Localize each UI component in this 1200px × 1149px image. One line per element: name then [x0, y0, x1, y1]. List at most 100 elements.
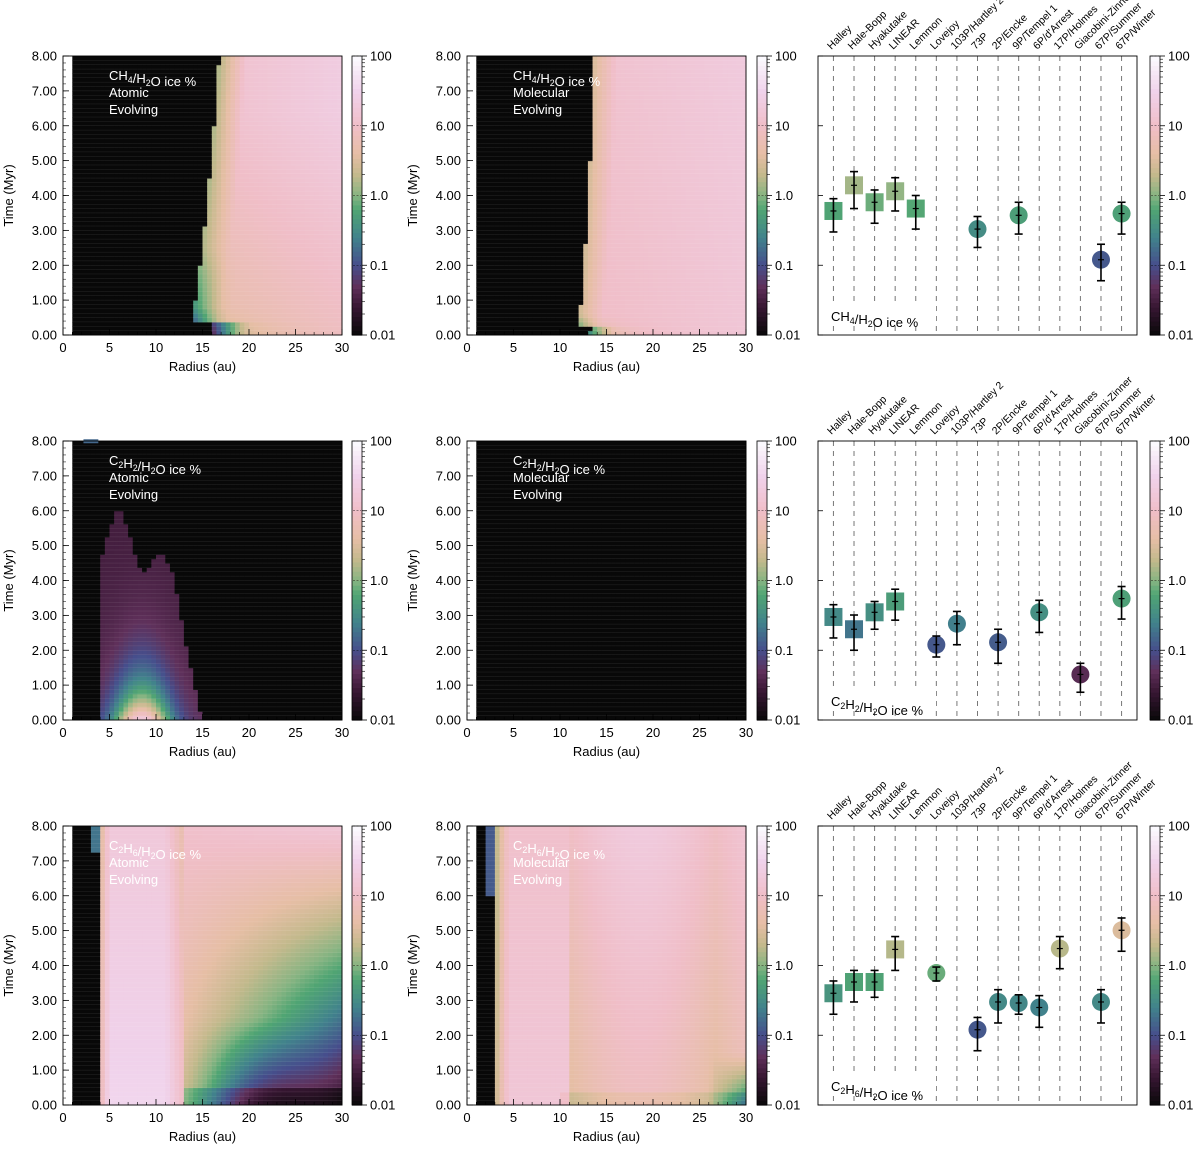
heatmap-cell [156, 90, 162, 96]
heatmap-cell [281, 243, 287, 249]
heatmap-cell [156, 208, 162, 214]
heatmap-cell [276, 99, 283, 105]
heatmap-cell [197, 226, 203, 231]
heatmap-cell [272, 73, 278, 79]
heatmap-cell [183, 134, 190, 140]
heatmap-cell [276, 134, 283, 140]
colorbar-segment [352, 167, 362, 173]
heatmap-cell [286, 121, 292, 127]
heatmap-cell [239, 156, 245, 162]
heatmap-cell [221, 186, 227, 192]
heatmap-cell [132, 217, 138, 223]
heatmap-cell [72, 147, 78, 153]
heatmap-cell [476, 134, 482, 140]
heatmap-cell [132, 195, 138, 201]
heatmap-cell [230, 117, 236, 122]
heatmap-cell [249, 300, 255, 305]
heatmap-cell [522, 182, 528, 188]
heatmap-cell [81, 278, 87, 284]
heatmap-cell [76, 82, 83, 88]
heatmap-cell [513, 291, 519, 297]
heatmap-cell [314, 265, 320, 271]
heatmap-cell [286, 278, 292, 284]
heatmap-cell [508, 239, 514, 244]
heatmap-cell [332, 186, 338, 192]
heatmap-cell [476, 265, 482, 271]
heatmap-cell [123, 169, 129, 175]
heatmap-cell [522, 204, 528, 210]
heatmap-cell [211, 143, 217, 149]
heatmap-cell [276, 278, 283, 284]
heatmap-cell [95, 217, 101, 223]
heatmap-cell [81, 269, 87, 275]
colorbar-segment [352, 181, 362, 187]
heatmap-cell [123, 178, 129, 183]
heatmap-cell [262, 143, 269, 149]
heatmap-cell [197, 186, 203, 192]
heatmap-cell [230, 138, 236, 144]
heatmap-cell [197, 247, 203, 253]
heatmap-cell [328, 143, 334, 149]
heatmap-cell [476, 230, 482, 236]
heatmap-cell [490, 182, 496, 188]
heatmap-cell [244, 313, 250, 319]
heatmap-cell [174, 300, 180, 305]
heatmap-cell [239, 60, 245, 66]
heatmap-cell [485, 282, 491, 288]
heatmap-cell [480, 60, 487, 66]
heatmap-cell [146, 99, 152, 105]
heatmap-cell [156, 191, 162, 196]
heatmap-cell [202, 69, 208, 74]
heatmap-cell [258, 164, 264, 170]
heatmap-cell [151, 291, 157, 297]
heatmap-cell [522, 221, 528, 227]
heatmap-cell [156, 60, 162, 66]
heatmap-cell [132, 151, 138, 157]
heatmap-cell [193, 151, 199, 157]
heatmap-cell [546, 239, 552, 244]
heatmap-cell [183, 308, 190, 314]
heatmap-cell [151, 256, 157, 262]
heatmap-cell [532, 282, 538, 288]
heatmap-cell [541, 173, 547, 179]
heatmap-cell [174, 99, 180, 105]
heatmap-cell [337, 287, 343, 292]
heatmap-cell [295, 169, 301, 175]
heatmap-cell [95, 56, 101, 61]
heatmap-cell [546, 282, 552, 288]
heatmap-cell [541, 178, 547, 183]
heatmap-cell [258, 278, 264, 284]
heatmap-cell [81, 313, 87, 319]
heatmap-cell [267, 239, 273, 244]
heatmap-cell [230, 321, 236, 327]
heatmap-cell [211, 169, 217, 175]
heatmap-cell [216, 308, 222, 314]
heatmap-cell [239, 143, 245, 149]
heatmap-cell [160, 178, 166, 183]
heatmap-cell [281, 90, 287, 96]
colorbar-segment [352, 158, 362, 164]
heatmap-cell [295, 321, 301, 327]
heatmap-cell [272, 269, 278, 275]
heatmap-cell [300, 326, 306, 332]
heatmap-cell [104, 186, 110, 192]
heatmap-cell [504, 199, 510, 205]
heatmap-cell [490, 86, 496, 92]
heatmap-cell [100, 239, 106, 244]
heatmap-cell [328, 256, 334, 262]
heatmap-cell [258, 317, 264, 323]
heatmap-cell [262, 234, 269, 240]
heatmap-cell [72, 282, 78, 288]
heatmap-cell [160, 64, 166, 70]
heatmap-cell [156, 112, 162, 118]
heatmap-cell [490, 130, 496, 135]
heatmap-cell [109, 226, 115, 231]
heatmap-cell [90, 269, 97, 275]
heatmap-cell [211, 239, 217, 244]
heatmap-cell [211, 138, 217, 144]
heatmap-cell [109, 82, 115, 88]
heatmap-cell [211, 295, 217, 301]
heatmap-cell [72, 247, 78, 253]
heatmap-cell [318, 60, 324, 66]
heatmap-cell [90, 64, 97, 70]
